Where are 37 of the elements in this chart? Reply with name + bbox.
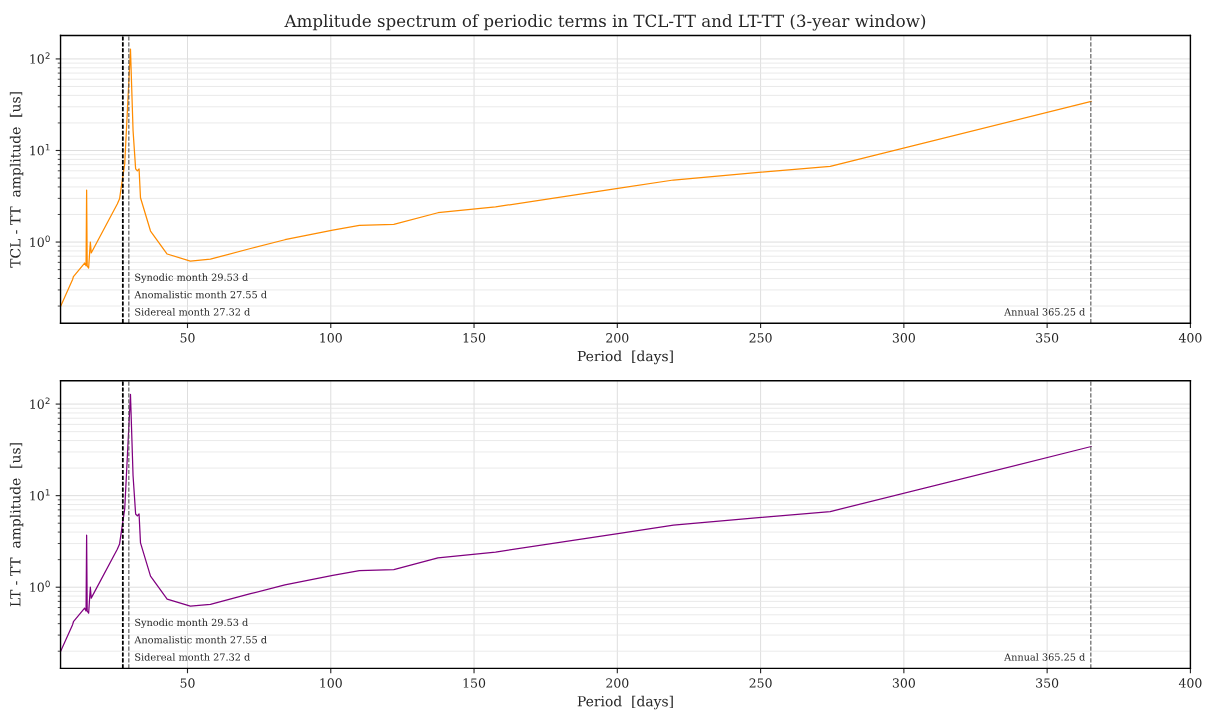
ref-line-label: Synodic month 29.53 d: [135, 618, 248, 629]
x-tick-label: 150: [463, 333, 486, 343]
x-tick-label: 350: [1036, 333, 1059, 343]
y-tick-label: 10$^{2}$: [30, 52, 50, 64]
ref-line-label: Synodic month 29.53 d: [135, 273, 248, 283]
ref-line-label: Annual 365.25 d: [1004, 653, 1085, 661]
line-series: [60, 393, 1092, 653]
x-tick-label: 150: [463, 678, 486, 688]
y-tick-label: 10$^{1}$: [30, 143, 50, 156]
y-tick-label: 10$^{1}$: [30, 489, 50, 501]
ref-line-label: Anomalistic month 27.55 d: [134, 290, 267, 299]
y-tick-label: 10$^{0}$: [30, 235, 50, 247]
x-tick-label: 200: [606, 333, 629, 343]
x-tick-label: 400: [1178, 333, 1202, 343]
ref-line-label: Sidereal month 27.32 d: [135, 653, 250, 661]
x-axis-title: Period [days]: [577, 695, 673, 710]
y-axis-title: LT - TT amplitude [us]: [9, 443, 24, 607]
line-series: [60, 48, 1092, 308]
x-tick-label: 400: [1178, 678, 1202, 688]
x-tick-label: 250: [749, 333, 772, 343]
ref-line-label: Sidereal month 27.32 d: [135, 308, 250, 316]
x-tick-label: 250: [749, 678, 772, 688]
ref-line-label: Anomalistic month 27.55 d: [134, 635, 267, 644]
ref-line-label: Annual 365.25 d: [1004, 308, 1085, 316]
y-tick-label: 10$^{0}$: [30, 580, 50, 593]
x-axis-title: Period [days]: [577, 350, 673, 365]
chart-title: Amplitude spectrum of periodic terms in TCL-TT and LT-TT (3-year window): [284, 14, 926, 31]
x-tick-label: 200: [606, 678, 629, 688]
y-tick-label: 10$^{2}$: [30, 397, 50, 409]
x-tick-label: 300: [892, 678, 915, 688]
x-tick-label: 300: [892, 333, 915, 343]
x-tick-label: 350: [1036, 678, 1059, 688]
x-tick-label: 100: [320, 333, 342, 343]
x-tick-label: 50: [180, 333, 195, 343]
y-axis-title: TCL - TT amplitude [us]: [9, 92, 24, 268]
x-tick-label: 100: [320, 678, 342, 688]
x-tick-label: 50: [180, 678, 195, 688]
